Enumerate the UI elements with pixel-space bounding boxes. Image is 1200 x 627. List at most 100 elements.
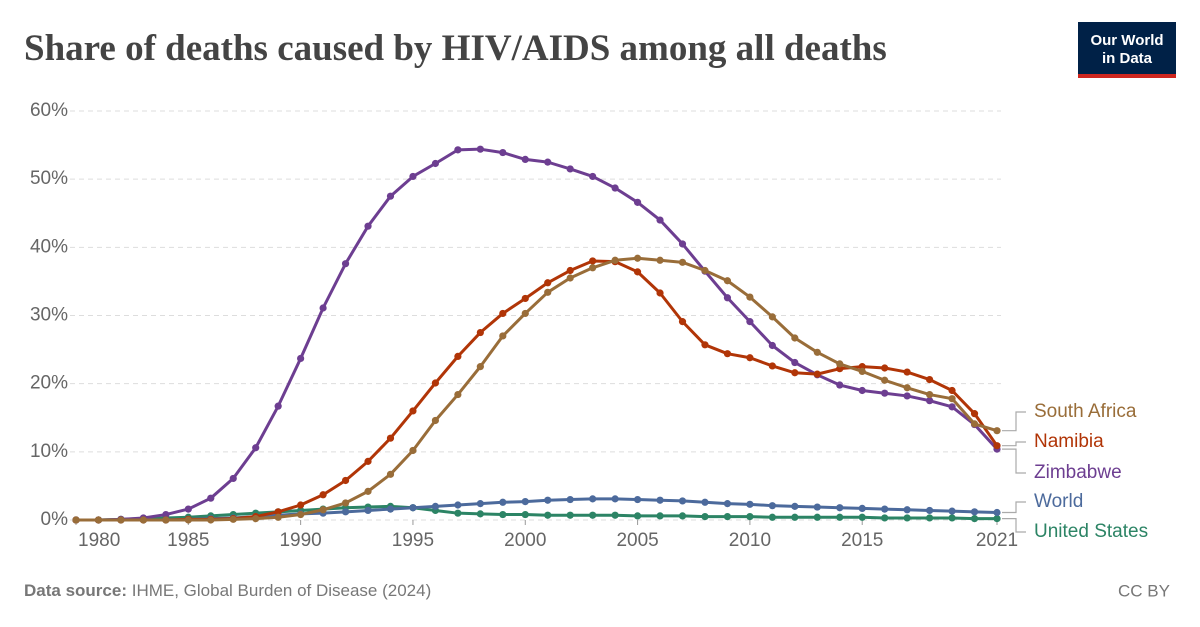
point: [993, 427, 1001, 435]
chart-title: Share of deaths caused by HIV/AIDS among…: [24, 28, 887, 69]
point: [409, 407, 417, 415]
point: [274, 402, 282, 410]
point: [678, 318, 687, 326]
y-tick-label: 40%: [30, 236, 68, 257]
point: [566, 511, 574, 519]
point: [364, 487, 372, 495]
point: [611, 511, 619, 519]
y-tick-label: 0%: [41, 509, 69, 530]
source-text: IHME, Global Burden of Disease (2024): [132, 581, 432, 600]
point: [589, 172, 597, 181]
point: [589, 511, 597, 519]
point: [611, 495, 619, 503]
point: [454, 509, 462, 517]
point: [858, 386, 866, 395]
point: [768, 513, 776, 521]
point: [454, 501, 462, 509]
point: [791, 334, 799, 342]
point: [746, 354, 754, 362]
point: [926, 375, 934, 384]
point: [723, 277, 732, 285]
point: [903, 392, 911, 400]
point: [926, 506, 934, 515]
point: [229, 515, 237, 523]
point: [94, 516, 103, 524]
point: [544, 158, 552, 166]
point: [656, 512, 664, 520]
y-tick-label: 10%: [30, 441, 68, 462]
y-tick-label: 60%: [30, 100, 68, 121]
point: [881, 376, 889, 384]
point: [836, 513, 844, 521]
point: [723, 512, 732, 521]
point: [768, 502, 776, 510]
point: [768, 362, 776, 370]
point: [207, 516, 215, 524]
point: [926, 390, 934, 399]
series: [72, 254, 1001, 524]
point: [723, 350, 732, 358]
point: [72, 516, 80, 524]
point: [454, 146, 462, 154]
point: [611, 184, 619, 192]
point: [813, 370, 821, 378]
point: [678, 512, 687, 520]
point: [364, 506, 372, 515]
point: [858, 367, 866, 375]
point: [970, 508, 979, 516]
point: [948, 507, 956, 515]
point: [566, 274, 574, 282]
point: [970, 410, 979, 418]
point: [678, 497, 687, 505]
point: [746, 318, 754, 326]
x-tick-label: 1985: [167, 530, 209, 551]
point: [341, 476, 350, 485]
x-tick-label: 2021: [976, 530, 1018, 551]
legend-label: United States: [1034, 521, 1148, 542]
legend-label: Namibia: [1034, 431, 1104, 452]
point: [476, 510, 484, 518]
point: [521, 155, 529, 163]
point: [521, 497, 529, 506]
point: [656, 496, 664, 504]
series: [72, 145, 1001, 524]
point: [813, 503, 821, 511]
point: [881, 505, 889, 513]
point: [184, 505, 192, 513]
point: [970, 420, 979, 428]
point: [544, 496, 552, 504]
legend-label: World: [1034, 491, 1083, 512]
x-tick-label: 2010: [729, 530, 771, 551]
point: [544, 288, 552, 296]
point: [970, 515, 979, 523]
point: [544, 511, 552, 519]
point: [836, 381, 844, 389]
point: [768, 313, 776, 321]
x-tick-label: 2015: [841, 530, 883, 551]
point: [656, 256, 664, 264]
point: [499, 498, 507, 506]
point: [162, 516, 170, 524]
point: [476, 145, 484, 153]
point: [813, 348, 821, 356]
point: [139, 516, 147, 524]
point: [386, 434, 395, 442]
point: [678, 240, 687, 248]
point: [319, 304, 327, 312]
y-tick-label: 50%: [30, 168, 68, 189]
line: [76, 504, 997, 522]
point: [476, 500, 484, 508]
point: [117, 516, 125, 524]
point: [948, 403, 956, 411]
point: [431, 416, 440, 425]
point: [701, 341, 709, 349]
point: [948, 514, 956, 522]
point: [611, 256, 619, 264]
point: [341, 508, 350, 516]
point: [319, 491, 327, 499]
point: [791, 513, 799, 521]
point: [274, 508, 282, 516]
point: [656, 289, 664, 297]
point: [274, 513, 282, 521]
